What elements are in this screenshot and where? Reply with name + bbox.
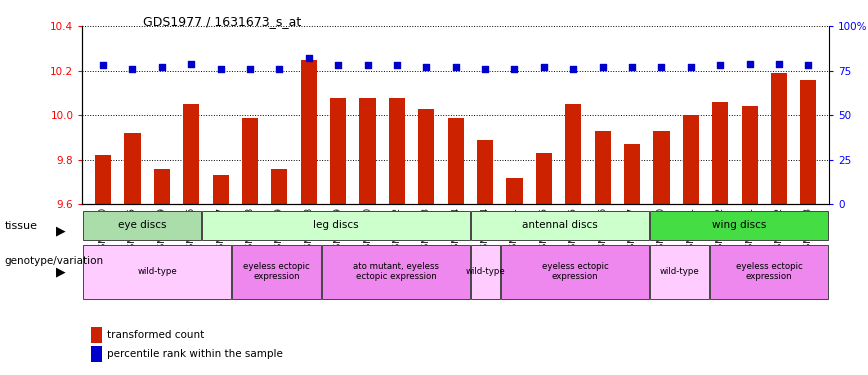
Bar [624, 144, 640, 204]
Point [273, 66, 286, 72]
Text: wing discs: wing discs [712, 220, 766, 230]
Point [684, 64, 698, 70]
Point [743, 61, 757, 67]
Point [126, 66, 140, 72]
Text: leg discs: leg discs [313, 220, 359, 230]
Bar [650, 246, 709, 299]
Bar [471, 211, 649, 240]
Text: eyeless ectopic
expression: eyeless ectopic expression [736, 262, 803, 281]
Text: ▶: ▶ [56, 224, 65, 237]
Text: tissue: tissue [4, 221, 37, 231]
Bar [650, 211, 828, 240]
Bar [154, 169, 170, 204]
Point [96, 62, 110, 68]
Bar [710, 246, 828, 299]
Bar [83, 246, 231, 299]
Bar [654, 131, 669, 204]
Bar [771, 73, 787, 204]
Point [713, 62, 727, 68]
Bar [565, 104, 582, 204]
Point [214, 66, 227, 72]
Text: wild-type: wild-type [466, 267, 505, 276]
Text: genotype/variation: genotype/variation [4, 256, 103, 266]
Point [419, 64, 433, 70]
Bar [501, 246, 649, 299]
Point [508, 66, 522, 72]
Bar [300, 60, 317, 204]
Bar [183, 104, 200, 204]
Bar [418, 109, 434, 204]
Bar [242, 117, 258, 204]
Text: ato mutant, eyeless
ectopic expression: ato mutant, eyeless ectopic expression [353, 262, 439, 281]
Text: wild-type: wild-type [137, 267, 177, 276]
Point [332, 62, 345, 68]
Point [537, 64, 551, 70]
Point [155, 64, 168, 70]
Bar [272, 169, 287, 204]
Bar [202, 211, 470, 240]
Bar [506, 178, 523, 204]
Point [654, 64, 668, 70]
Text: eye discs: eye discs [118, 220, 167, 230]
Bar [359, 98, 376, 204]
Bar [536, 153, 552, 204]
Text: eyeless ectopic
expression: eyeless ectopic expression [243, 262, 310, 281]
Point [243, 66, 257, 72]
Point [566, 66, 580, 72]
Bar [233, 246, 321, 299]
Bar [83, 211, 201, 240]
Point [595, 64, 609, 70]
Point [625, 64, 639, 70]
Bar [213, 176, 228, 204]
Text: wild-type: wild-type [660, 267, 700, 276]
Bar [477, 140, 493, 204]
Bar [712, 102, 728, 204]
Bar [471, 246, 500, 299]
Bar [595, 131, 611, 204]
Bar [683, 116, 699, 204]
Point [478, 66, 492, 72]
Point [184, 61, 198, 67]
Text: antennal discs: antennal discs [523, 220, 598, 230]
Text: transformed count: transformed count [107, 330, 204, 340]
Point [390, 62, 404, 68]
Point [449, 64, 463, 70]
Point [801, 62, 815, 68]
Text: eyeless ectopic
expression: eyeless ectopic expression [542, 262, 608, 281]
Bar [741, 106, 758, 204]
Point [772, 61, 786, 67]
Point [302, 56, 316, 62]
Text: ▶: ▶ [56, 265, 65, 278]
Bar [322, 246, 470, 299]
Point [360, 62, 374, 68]
Text: percentile rank within the sample: percentile rank within the sample [107, 349, 283, 358]
Bar [800, 80, 817, 204]
Bar [389, 98, 405, 204]
Bar [124, 133, 141, 204]
Text: GDS1977 / 1631673_s_at: GDS1977 / 1631673_s_at [143, 15, 301, 28]
Bar [330, 98, 346, 204]
Bar [95, 155, 111, 204]
Bar [448, 117, 464, 204]
